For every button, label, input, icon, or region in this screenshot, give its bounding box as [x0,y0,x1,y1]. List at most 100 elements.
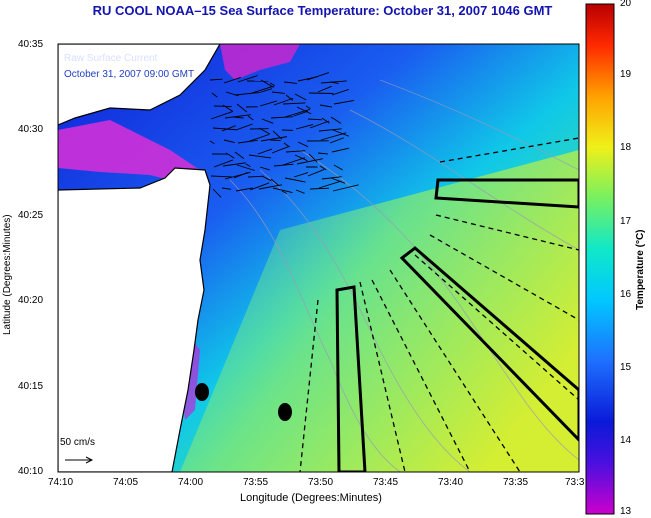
current-arrow [234,151,245,159]
bathymetry-contours [229,79,579,472]
current-arrow [309,187,329,190]
colorbar-tick: 14 [620,435,632,446]
land-mass-north [58,44,221,126]
current-arrow [319,165,327,171]
current-arrow [269,139,281,142]
current-arrow [307,118,323,121]
current-arrow [331,147,350,153]
current-arrow [321,117,330,124]
colorbar [585,3,615,515]
y-tick: 40:10 [18,466,44,477]
current-arrow [234,92,258,96]
current-arrow [332,129,350,137]
current-arrow [235,123,253,131]
current-arrow [257,148,273,155]
colorbar-tick: 19 [620,69,632,80]
colorbar-tick: 18 [620,142,632,153]
current-arrow [213,159,234,168]
current-arrow [248,154,272,159]
current-arrow [210,175,232,178]
current-arrow [236,103,248,113]
current-arrow [270,116,294,119]
colorbar-tick: 17 [620,216,632,227]
plot-frame [57,43,580,473]
current-arrow [273,97,294,106]
current-arrow [332,184,359,192]
current-arrow [257,88,273,94]
x-tick: 73:40 [438,477,464,488]
current-arrow [258,127,271,135]
current-arrow [282,157,306,166]
current-arrow [245,163,251,168]
current-arrow [260,136,288,142]
current-arrow [261,175,272,182]
x-tick: 74:05 [113,477,139,488]
current-arrow [209,78,223,81]
current-arrow [269,82,275,86]
current-arrow [317,152,329,155]
map-title: RU COOL NOAA–15 Sea Surface Temperature:… [92,3,553,18]
colorbar-tick: 13 [620,506,632,517]
current-arrow [223,76,241,84]
current-arrow [261,118,274,124]
x-tick: 74:00 [178,477,204,488]
current-arrow [221,187,232,190]
colorbar-label: Temperature (°C) [635,229,646,311]
y-tick: 40:20 [18,295,44,306]
current-arrow [320,132,347,141]
current-arrow [225,152,235,159]
current-arrow [295,124,314,130]
current-arrow [260,79,274,88]
current-arrow [259,100,277,107]
current-arrow [237,75,258,83]
current-arrow [212,127,237,131]
current-arrow [236,164,255,171]
current-arrow [210,111,234,120]
current-arrow [222,162,247,167]
current-arrow [333,164,343,171]
y-tick: 40:15 [18,381,44,392]
current-label: Raw Surface Current [64,53,158,64]
current-arrow [296,158,323,165]
current-arrow [270,178,280,187]
current-arrow [293,110,309,117]
x-tick: 73:50 [308,477,334,488]
current-arrow [295,189,305,194]
current-arrow [294,93,307,101]
current-arrow [271,146,289,154]
current-arrow [319,104,333,108]
current-arrow [272,187,293,194]
colorbar-tick: 15 [620,362,632,373]
current-arrow [213,105,232,108]
land-mass [58,167,211,472]
y-tick: 40:25 [18,210,44,221]
current-arrow [235,187,253,192]
station-marker [278,403,292,421]
current-arrow [258,184,283,190]
current-arrow [285,94,294,101]
x-tick: 73:55 [243,477,269,488]
scale-label: 50 cm/s [60,437,96,448]
current-arrow [284,108,311,118]
x-axis-label: Longitude (Degrees:Minutes) [240,492,382,504]
x-tick: 73:3 [565,477,585,488]
glider-tracks [299,137,579,472]
current-arrow [233,116,244,119]
current-arrow [293,172,309,178]
current-arrow [305,105,311,110]
current-arrow [318,128,342,132]
current-arrow [296,106,312,115]
scale-arrow [65,456,94,464]
x-tick: 73:35 [503,477,529,488]
current-arrow [318,180,342,189]
x-tick: 73:45 [373,477,399,488]
current-arrow [209,140,215,145]
current-arrow [284,177,306,183]
current-arrow [329,137,344,144]
current-arrow [247,175,264,178]
current-time: October 31, 2007 09:00 GMT [64,69,195,80]
current-arrow [246,134,270,143]
current-arrow [283,81,298,84]
current-arrow [285,150,306,153]
